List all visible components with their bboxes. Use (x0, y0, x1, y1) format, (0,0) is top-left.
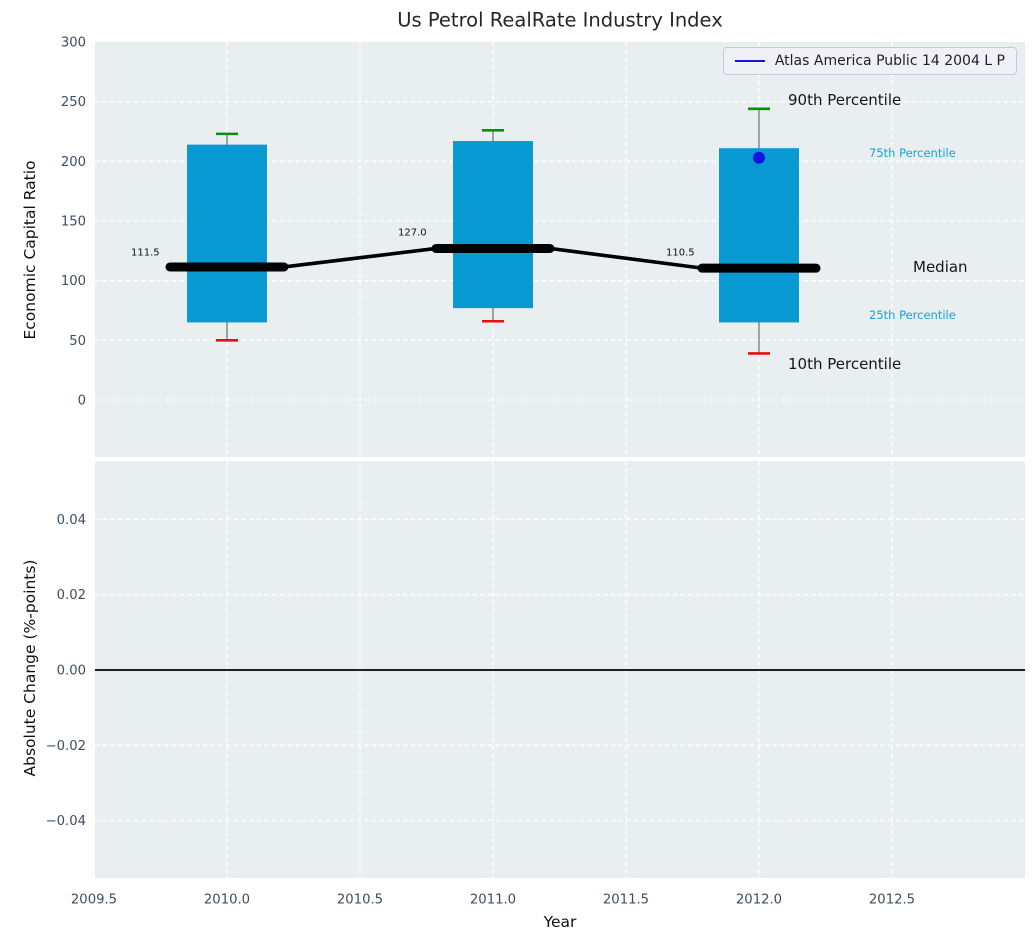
median-value-label-2012: 110.5 (666, 247, 695, 259)
x-tick-2011.0: 2011.0 (470, 893, 516, 908)
bottom-y-axis-label: Absolute Change (%-points) (21, 559, 39, 777)
annotation-10th-percentile: 10th Percentile (788, 355, 902, 373)
x-tick-2012.5: 2012.5 (869, 893, 915, 908)
annotation-median: Median (913, 258, 968, 276)
top-y-axis-label: Economic Capital Ratio (21, 160, 39, 340)
bottom-y-tick-0.02: 0.02 (57, 588, 86, 603)
median-value-label-2010: 111.5 (131, 247, 160, 259)
legend: Atlas America Public 14 2004 L P (722, 47, 1017, 75)
box-2012 (719, 148, 799, 323)
bottom-y-tick-−0.04: −0.04 (46, 814, 86, 829)
x-tick-2010.0: 2010.0 (204, 893, 250, 908)
bottom-y-tick-0.04: 0.04 (57, 513, 86, 528)
chart-title: Us Petrol RealRate Industry Index (397, 8, 723, 32)
x-tick-2011.5: 2011.5 (603, 893, 649, 908)
x-tick-2009.5: 2009.5 (71, 893, 117, 908)
top-y-tick-0: 0 (78, 394, 86, 409)
x-axis-label: Year (543, 913, 577, 931)
series-point-marker (753, 151, 765, 164)
annotation-90th-percentile: 90th Percentile (788, 91, 902, 109)
top-y-tick-300: 300 (61, 36, 86, 51)
top-y-tick-200: 200 (61, 155, 86, 170)
x-tick-2010.5: 2010.5 (337, 893, 383, 908)
box-2010 (187, 144, 267, 323)
legend-line-sample (734, 60, 765, 62)
annotation-25th-percentile: 25th Percentile (869, 308, 956, 322)
annotation-75th-percentile: 75th Percentile (869, 146, 956, 160)
box-2011 (453, 141, 533, 309)
bottom-y-tick-−0.02: −0.02 (46, 739, 86, 754)
x-tick-2012.0: 2012.0 (736, 893, 782, 908)
median-value-label-2011: 127.0 (398, 227, 427, 239)
top-y-tick-50: 50 (69, 334, 86, 349)
top-y-tick-100: 100 (61, 274, 86, 289)
legend-label: Atlas America Public 14 2004 L P (774, 53, 1005, 69)
top-y-tick-250: 250 (61, 95, 86, 110)
bottom-y-tick-0.00: 0.00 (57, 664, 86, 679)
top-y-tick-150: 150 (61, 215, 86, 230)
